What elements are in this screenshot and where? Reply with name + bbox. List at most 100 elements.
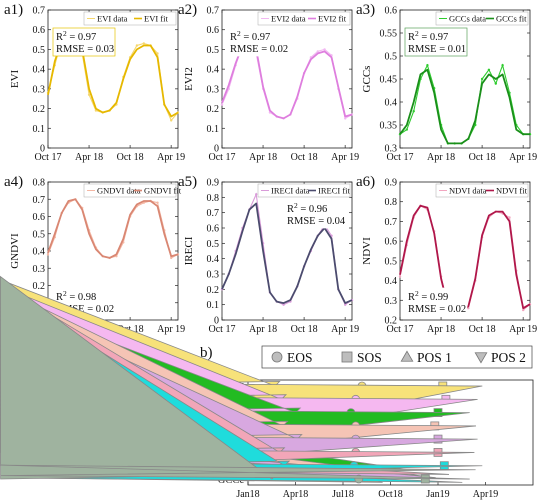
y-tick-label: 0.1 xyxy=(207,300,220,311)
panel-label: a1) xyxy=(4,2,23,18)
x-tick-label: Oct 17 xyxy=(387,324,414,335)
stats-box xyxy=(404,287,468,317)
legend-box xyxy=(83,11,177,26)
y-tick-label: 0.8 xyxy=(33,178,46,189)
y-tick-label: 0.35 xyxy=(380,121,398,132)
x-tick-label: Oct 18 xyxy=(291,152,318,163)
legend-label: EOS xyxy=(287,350,313,365)
r-squared-text: R2 = 0.96 xyxy=(287,201,327,215)
data-point xyxy=(501,63,504,67)
y-tick-label: 0.2 xyxy=(33,281,46,292)
series-fit-line xyxy=(47,198,179,259)
data-point xyxy=(494,82,497,85)
rmse-text: RMSE = 0.02 xyxy=(56,304,114,315)
panel-label: a3) xyxy=(356,2,375,18)
y-tick-label: 0.4 xyxy=(385,98,398,109)
x-tick-label: Oct18 xyxy=(378,489,402,500)
r-squared-symbol: R xyxy=(56,32,63,43)
r-squared-text: R2 = 0.99 xyxy=(408,289,448,303)
panel-label: a2) xyxy=(178,2,197,18)
y-axis-label: GCCs xyxy=(361,66,373,93)
y-axis-label: GNDVI xyxy=(9,233,21,269)
x-tick-label: Oct 17 xyxy=(209,324,236,335)
data-point xyxy=(344,117,347,120)
legend-label: POS 1 xyxy=(417,350,452,365)
data-point xyxy=(135,44,139,47)
y-tick-label: 0.4 xyxy=(385,276,398,287)
x-tick-label: Apr 18 xyxy=(427,324,455,335)
r-squared-value: = 0.98 xyxy=(67,292,97,303)
legend-marker-circle xyxy=(271,351,283,363)
data-point xyxy=(426,63,429,67)
x-tick-label: Apr 19 xyxy=(157,152,185,163)
y-tick-label: 0.2 xyxy=(207,285,220,296)
r-squared-text: R2 = 0.97 xyxy=(408,29,448,43)
y-tick-label: 0.8 xyxy=(385,197,398,208)
phenology-point-triangle-down xyxy=(0,464,476,480)
y-tick-label: 0.3 xyxy=(207,84,220,95)
r-squared-text: R2 = 0.97 xyxy=(56,29,96,43)
x-tick-label: Oct 18 xyxy=(291,324,318,335)
x-tick-label: Oct 17 xyxy=(209,152,236,163)
rmse-text: RMSE = 0.02 xyxy=(230,44,288,55)
data-point xyxy=(344,303,347,306)
y-tick-label: 0 xyxy=(214,144,219,155)
x-tick-label: Apr19 xyxy=(473,489,499,500)
x-tick-label: Oct 17 xyxy=(35,152,62,163)
r-squared-superscript: 2 xyxy=(294,201,298,210)
y-axis-label: EVI xyxy=(9,70,21,89)
legend-box xyxy=(83,183,177,198)
y-tick-label: 0.55 xyxy=(380,29,398,40)
x-tick-label: Apr 18 xyxy=(249,152,277,163)
y-tick-label: 0.5 xyxy=(385,52,398,63)
x-tick-label: Jan18 xyxy=(236,489,259,500)
panel-label: a5) xyxy=(178,174,197,190)
y-tick-label: 0.5 xyxy=(33,229,46,240)
y-tick-label: 0.3 xyxy=(207,270,220,281)
y-tick-label: 0.2 xyxy=(385,316,398,327)
x-tick-label: Jul18 xyxy=(332,489,354,500)
y-tick-label: 0.5 xyxy=(207,45,220,56)
y-tick-label: 0.2 xyxy=(33,104,46,115)
y-tick-label: 0.3 xyxy=(33,264,46,275)
x-tick-label: Apr 19 xyxy=(331,324,359,335)
y-tick-label: 0.3 xyxy=(385,296,398,307)
r-squared-superscript: 2 xyxy=(63,29,67,38)
r-squared-value: = 0.97 xyxy=(419,32,449,43)
data-point xyxy=(480,77,484,81)
data-point xyxy=(323,48,326,51)
x-tick-label: Apr 18 xyxy=(427,152,455,163)
r-squared-superscript: 2 xyxy=(415,289,419,298)
legend-label-data: NDVI data xyxy=(449,186,487,196)
y-axis-label: NDVI xyxy=(361,237,373,265)
data-point xyxy=(156,52,159,55)
r-squared-value: = 0.97 xyxy=(67,32,97,43)
panel-a2: 0 0.1 0.2 0.3 0.4 0.5 0.6 0.7 Oct 17 Apr 18 Oct 18… xyxy=(178,2,359,163)
legend-label-fit: EVI fit xyxy=(144,14,168,24)
data-point xyxy=(87,93,91,97)
legend-box xyxy=(261,345,533,369)
panel-a1: 0 0.1 0.2 0.3 0.4 0.5 0.6 0.7 Oct 17 Apr 18 Oct 18… xyxy=(4,2,185,163)
r-squared-value: = 0.97 xyxy=(241,32,271,43)
y-tick-label: 0.7 xyxy=(33,195,46,206)
data-point xyxy=(398,275,402,278)
x-tick-label: Apr 19 xyxy=(157,324,185,335)
legend-label-data: IRECI data xyxy=(271,186,310,196)
y-tick-label: 0.7 xyxy=(33,6,46,17)
r-squared-symbol: R xyxy=(287,204,294,215)
panel-a6: 0.2 0.3 0.4 0.5 0.6 0.7 0.8 0.9 Oct 17 Apr 18 Oct … xyxy=(356,174,537,335)
y-tick-label: 0.2 xyxy=(207,104,220,115)
r-squared-value: = 0.99 xyxy=(419,292,449,303)
legend-marker-square xyxy=(341,351,353,363)
legend-box xyxy=(435,183,529,198)
y-tick-label: 0.6 xyxy=(33,25,46,36)
r-squared-superscript: 2 xyxy=(63,289,67,298)
stats-box xyxy=(52,27,116,57)
data-point xyxy=(487,68,491,72)
r-squared-superscript: 2 xyxy=(237,29,241,38)
series-fit-line xyxy=(399,68,530,145)
y-tick-label: 0.8 xyxy=(207,193,220,204)
r-squared-symbol: R xyxy=(56,292,63,303)
